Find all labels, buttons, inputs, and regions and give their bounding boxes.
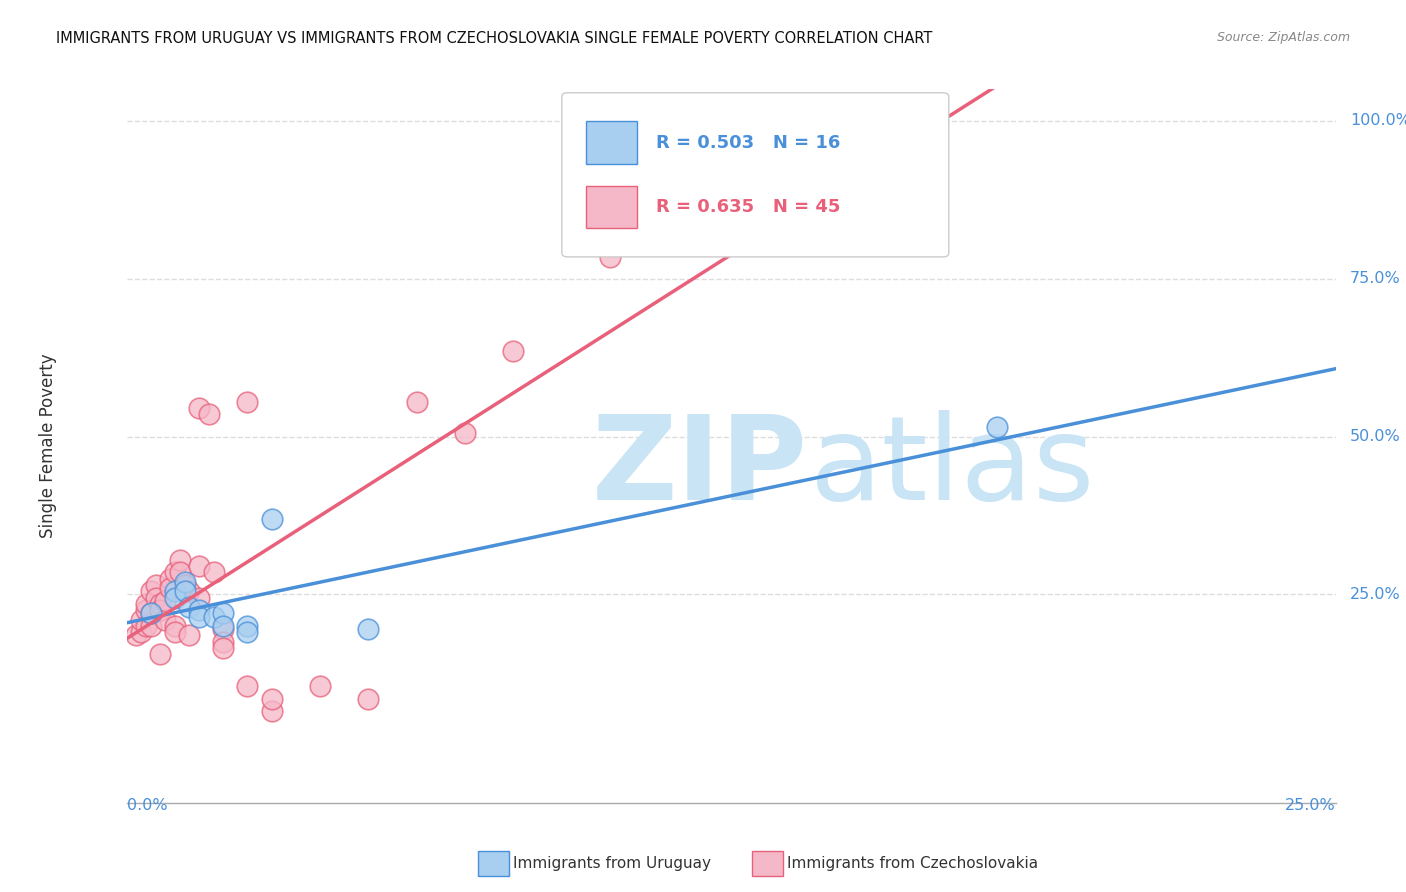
Text: ZIP: ZIP — [592, 410, 808, 524]
Point — [155, 593, 177, 607]
Point — [188, 559, 211, 574]
Point — [139, 584, 162, 599]
Text: IMMIGRANTS FROM URUGUAY VS IMMIGRANTS FROM CZECHOSLOVAKIA SINGLE FEMALE POVERTY : IMMIGRANTS FROM URUGUAY VS IMMIGRANTS FR… — [56, 31, 932, 46]
Point — [212, 634, 235, 648]
Point — [260, 511, 283, 525]
Point — [149, 603, 172, 617]
Point — [179, 628, 201, 642]
Point — [179, 600, 201, 615]
Text: R = 0.503   N = 16: R = 0.503 N = 16 — [657, 134, 841, 152]
Text: atlas: atlas — [810, 410, 1095, 524]
Point — [236, 619, 259, 633]
Point — [173, 584, 195, 599]
Point — [236, 625, 259, 640]
Point — [135, 603, 157, 617]
FancyBboxPatch shape — [586, 121, 637, 164]
FancyBboxPatch shape — [586, 186, 637, 228]
Point — [599, 250, 621, 264]
Point — [173, 578, 195, 592]
Text: Immigrants from Uruguay: Immigrants from Uruguay — [513, 856, 711, 871]
Point — [129, 625, 152, 640]
Text: 75.0%: 75.0% — [1350, 271, 1400, 286]
Text: Source: ZipAtlas.com: Source: ZipAtlas.com — [1216, 31, 1350, 45]
Point — [169, 566, 191, 580]
Point — [454, 426, 477, 441]
Point — [169, 552, 191, 566]
Point — [163, 584, 186, 599]
Point — [309, 679, 332, 693]
Point — [135, 619, 157, 633]
Point — [212, 607, 235, 621]
Point — [149, 597, 172, 611]
Text: 50.0%: 50.0% — [1350, 429, 1400, 444]
Point — [139, 607, 162, 621]
Point — [173, 574, 195, 589]
Point — [125, 628, 148, 642]
Point — [260, 704, 283, 718]
Point — [197, 408, 219, 422]
Point — [163, 566, 186, 580]
Point — [188, 603, 211, 617]
Point — [357, 622, 380, 636]
Point — [155, 613, 177, 627]
Point — [986, 420, 1008, 434]
Point — [212, 641, 235, 656]
Point — [149, 648, 172, 662]
Point — [139, 607, 162, 621]
Point — [202, 609, 225, 624]
Text: 100.0%: 100.0% — [1350, 113, 1406, 128]
Point — [145, 591, 167, 605]
Point — [357, 691, 380, 706]
Point — [212, 619, 235, 633]
Point — [405, 394, 427, 409]
Text: 25.0%: 25.0% — [1285, 797, 1336, 813]
Point — [139, 619, 162, 633]
Text: Single Female Poverty: Single Female Poverty — [39, 354, 58, 538]
Point — [188, 609, 211, 624]
Point — [236, 679, 259, 693]
Point — [179, 584, 201, 599]
Point — [236, 394, 259, 409]
Point — [159, 572, 181, 586]
Point — [129, 613, 152, 627]
Text: 0.0%: 0.0% — [127, 797, 167, 813]
Point — [502, 344, 524, 359]
Point — [841, 113, 863, 128]
Point — [163, 619, 186, 633]
Point — [188, 591, 211, 605]
Text: Immigrants from Czechoslovakia: Immigrants from Czechoslovakia — [787, 856, 1039, 871]
Text: 25.0%: 25.0% — [1350, 587, 1400, 602]
Point — [145, 578, 167, 592]
Point — [188, 401, 211, 416]
Point — [163, 591, 186, 605]
Point — [135, 597, 157, 611]
Text: R = 0.635   N = 45: R = 0.635 N = 45 — [657, 198, 841, 216]
Point — [260, 691, 283, 706]
Point — [159, 581, 181, 595]
Point — [163, 625, 186, 640]
Point — [212, 622, 235, 636]
Point — [202, 566, 225, 580]
FancyBboxPatch shape — [562, 93, 949, 257]
